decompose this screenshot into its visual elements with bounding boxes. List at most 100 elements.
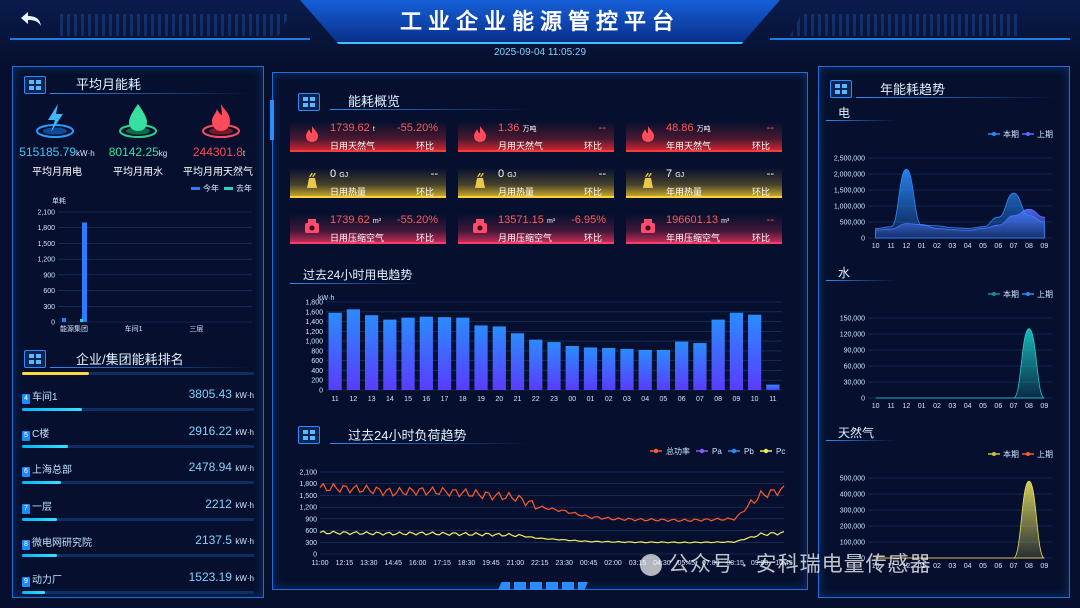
card-value-number: 48.86	[666, 122, 694, 134]
bar[interactable]	[620, 348, 634, 390]
bar[interactable]	[711, 319, 725, 390]
ranking-top-marker	[22, 372, 89, 375]
overview-card[interactable]: 13571.15 m³ -6.95% 月用压缩空气 环比	[458, 214, 614, 244]
bar[interactable]	[492, 326, 506, 390]
ranking-unit: kW·h	[235, 464, 254, 473]
bar[interactable]	[693, 343, 707, 390]
bar[interactable]	[419, 316, 433, 390]
overview-card[interactable]: 0 GJ -- 月用热量 环比	[458, 168, 614, 198]
card-unit: GJ	[675, 172, 685, 179]
x-tick-label: 07:00	[702, 560, 720, 567]
y-tick-label: 1,400	[305, 319, 323, 326]
bar[interactable]	[675, 341, 689, 390]
series-line[interactable]	[319, 482, 785, 523]
bar[interactable]	[602, 347, 616, 390]
yearly-gas-label: 天然气	[838, 426, 875, 440]
ranking-value-text: 1523.19	[188, 569, 232, 584]
ranking-item[interactable]: 8 微电网研究院 2137.5 kW·h	[22, 530, 254, 566]
ranking-item[interactable]: 5 C楼 2916.22 kW·h	[22, 421, 254, 457]
avg-month-legend[interactable]: 今年 去年	[191, 183, 252, 193]
title-underline	[290, 283, 420, 284]
water-unit: kg	[158, 149, 168, 158]
x-tick-label: 07	[1010, 243, 1018, 250]
overview-card[interactable]: 48.86 万吨 -- 年用天然气 环比	[626, 122, 782, 152]
x-tick-label: 11:00	[312, 560, 329, 567]
y-tick-label: 1,800	[299, 481, 317, 488]
bar[interactable]	[80, 318, 83, 322]
yearly-title: 年能耗趋势	[880, 82, 946, 97]
bar[interactable]	[565, 346, 579, 390]
card-label: 年用热量	[666, 187, 703, 197]
water-value: 80142.25	[108, 145, 159, 159]
bar[interactable]	[383, 319, 397, 390]
ranking-bar-track	[22, 517, 254, 521]
x-tick-label: 05	[979, 563, 987, 570]
gas-unit: t	[242, 149, 246, 158]
ranking-item[interactable]: 9 动力厂 1523.19 kW·h	[22, 567, 254, 603]
stat-icon-gas	[200, 100, 242, 145]
series-line[interactable]	[319, 530, 785, 544]
y-tick-label: 600	[305, 528, 317, 535]
bar[interactable]	[729, 312, 744, 390]
load-legend[interactable]: 总功率 Pa Pb Pc	[650, 446, 785, 456]
ranking-bar-track	[22, 444, 254, 448]
x-tick-label: 23:30	[555, 560, 573, 567]
ranking-item[interactable]: 7 一层 2212 kW·h	[22, 494, 254, 530]
bar[interactable]	[401, 317, 415, 390]
bar[interactable]	[510, 333, 525, 390]
series-area[interactable]	[875, 328, 1045, 399]
x-tick-label: 18:30	[458, 560, 476, 567]
ranking-item-value: 2212 kW·h	[124, 497, 254, 511]
bar[interactable]	[547, 342, 561, 390]
ranking-bar-track	[22, 554, 254, 557]
card-label: 月用热量	[498, 187, 535, 197]
overview-card[interactable]: 1.36 万吨 -- 月用天然气 环比	[458, 122, 614, 152]
x-tick-label: 08	[714, 396, 722, 403]
x-tick-label: 11	[769, 396, 776, 403]
title-underline	[826, 440, 896, 441]
card-unit: GJ	[339, 172, 349, 179]
bar[interactable]	[638, 349, 652, 390]
x-tick-label: 车间1	[125, 324, 143, 333]
bar[interactable]	[437, 317, 452, 390]
bar[interactable]	[328, 312, 342, 390]
overview-card[interactable]: 196601.13 m³ -- 年用压缩空气 环比	[626, 214, 782, 244]
yearly-gas-legend[interactable]: 本期 上期	[988, 449, 1053, 459]
ranking-value-text: 2137.5	[195, 533, 232, 547]
bar[interactable]	[62, 318, 66, 322]
bar[interactable]	[456, 317, 470, 390]
overview-card[interactable]: 1739.62 m³ -55.20% 日用压缩空气 环比	[290, 214, 446, 244]
x-tick-label: 22	[532, 396, 540, 403]
card-unit: m³	[546, 218, 556, 225]
x-tick-label: 15	[404, 396, 412, 403]
card-value-number: 1.36	[498, 122, 520, 134]
x-tick-label: 04	[641, 396, 649, 403]
bar[interactable]	[766, 384, 780, 390]
bar[interactable]	[474, 325, 488, 390]
back-button[interactable]	[18, 8, 44, 30]
bar[interactable]	[583, 347, 598, 390]
ranking-item[interactable]: 6 上海总部 2478.94 kW·h	[22, 457, 254, 493]
card-value-number: 0	[330, 168, 337, 180]
series-area[interactable]	[875, 480, 1045, 559]
bar[interactable]	[748, 314, 762, 390]
ranking-item[interactable]: 4 车间1 3805.43 kW·h	[22, 384, 254, 420]
bar[interactable]	[364, 315, 379, 390]
overview-card[interactable]: 0 GJ -- 日用热量 环比	[290, 168, 446, 198]
overview-card[interactable]: 7 GJ -- 年用热量 环比	[626, 168, 782, 198]
ranking-unit: kW·h	[235, 391, 254, 400]
wechat-icon	[640, 554, 662, 577]
yearly-elec-label: 电	[838, 106, 851, 120]
flame-icon	[202, 104, 240, 138]
bar[interactable]	[82, 222, 87, 322]
card-label: 日用压缩空气	[330, 233, 385, 243]
yearly-water-legend[interactable]: 本期 上期	[988, 289, 1053, 299]
series-area[interactable]	[875, 168, 1045, 239]
ranking-item-value: 3805.43 kW·h	[124, 387, 254, 401]
x-tick-label: 17	[441, 396, 449, 403]
bar[interactable]	[529, 339, 543, 390]
overview-card[interactable]: 1739.62 t -55.20% 日用天然气 环比	[290, 122, 446, 152]
bar[interactable]	[346, 309, 360, 390]
yearly-elec-legend[interactable]: 本期 上期	[988, 129, 1053, 139]
bar[interactable]	[656, 349, 671, 390]
